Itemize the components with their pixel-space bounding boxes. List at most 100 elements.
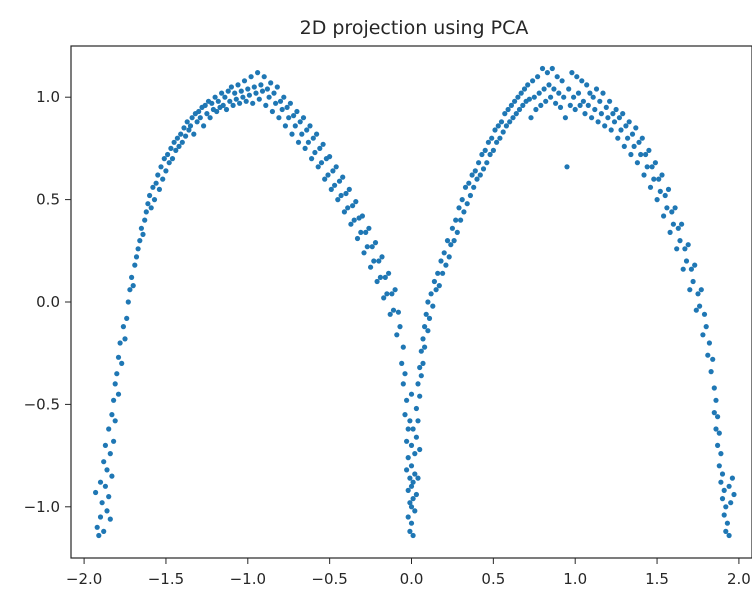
data-point bbox=[682, 246, 688, 252]
data-point bbox=[99, 500, 105, 506]
data-point bbox=[587, 90, 593, 96]
data-point bbox=[340, 174, 346, 180]
data-point bbox=[148, 205, 154, 211]
data-point bbox=[535, 74, 541, 80]
data-point bbox=[263, 102, 269, 108]
data-point bbox=[400, 344, 406, 350]
data-point bbox=[187, 123, 194, 129]
data-point bbox=[569, 70, 575, 76]
data-point bbox=[277, 98, 284, 104]
data-point bbox=[106, 494, 112, 500]
data-point bbox=[467, 192, 473, 199]
data-point bbox=[646, 147, 652, 153]
y-tick-label: −0.5 bbox=[24, 395, 60, 413]
data-point bbox=[675, 225, 681, 231]
data-point bbox=[723, 504, 729, 510]
data-point bbox=[184, 119, 190, 125]
x-tick-label: 2.0 bbox=[727, 570, 751, 588]
data-point bbox=[350, 203, 356, 209]
data-point bbox=[317, 145, 323, 151]
data-point bbox=[487, 151, 493, 158]
data-point bbox=[346, 186, 352, 192]
data-point bbox=[220, 102, 226, 108]
data-point bbox=[407, 418, 413, 424]
data-point bbox=[408, 483, 415, 489]
data-point bbox=[728, 500, 734, 506]
data-point bbox=[574, 74, 580, 80]
data-point bbox=[405, 514, 411, 520]
data-point bbox=[479, 151, 485, 158]
data-point bbox=[718, 479, 724, 485]
data-point bbox=[415, 475, 421, 481]
data-point bbox=[243, 98, 249, 104]
data-point bbox=[672, 205, 678, 211]
data-point bbox=[566, 86, 572, 92]
data-point bbox=[598, 111, 605, 117]
data-point bbox=[415, 381, 421, 387]
data-point bbox=[196, 108, 202, 115]
data-point bbox=[325, 172, 331, 178]
data-point bbox=[543, 98, 549, 104]
data-point bbox=[230, 102, 236, 108]
data-point bbox=[204, 111, 210, 117]
data-point bbox=[266, 94, 272, 100]
data-point bbox=[297, 119, 303, 125]
data-point bbox=[407, 475, 413, 481]
x-tick-label: 1.5 bbox=[645, 570, 669, 588]
data-point bbox=[656, 176, 662, 182]
data-point bbox=[264, 86, 270, 92]
data-point bbox=[271, 90, 277, 96]
data-point bbox=[708, 369, 714, 375]
data-point bbox=[719, 496, 726, 502]
data-point bbox=[495, 123, 501, 129]
data-point bbox=[376, 258, 382, 264]
data-point bbox=[246, 92, 252, 98]
data-point bbox=[372, 240, 379, 246]
data-point bbox=[119, 360, 125, 366]
data-point bbox=[178, 131, 184, 137]
data-point bbox=[209, 100, 215, 106]
data-point bbox=[258, 82, 264, 88]
data-point bbox=[713, 397, 719, 403]
data-point bbox=[456, 205, 462, 211]
data-point bbox=[387, 311, 393, 317]
data-point bbox=[513, 111, 519, 117]
data-point bbox=[291, 113, 297, 119]
data-point bbox=[721, 487, 727, 493]
data-point bbox=[454, 229, 460, 235]
data-point bbox=[158, 164, 164, 170]
data-point bbox=[408, 463, 415, 469]
data-point bbox=[603, 104, 609, 110]
data-point bbox=[399, 360, 405, 366]
data-point bbox=[469, 172, 475, 178]
data-point bbox=[314, 131, 320, 137]
data-point bbox=[125, 299, 131, 305]
data-point bbox=[701, 311, 708, 317]
data-point bbox=[613, 106, 619, 113]
data-point bbox=[726, 532, 732, 539]
data-point bbox=[716, 430, 722, 436]
data-point bbox=[397, 324, 403, 330]
data-point bbox=[111, 438, 117, 444]
y-tick-label: 0.0 bbox=[36, 293, 60, 311]
data-point bbox=[458, 217, 464, 223]
data-point bbox=[683, 258, 690, 264]
data-point bbox=[120, 324, 126, 330]
x-tick-label: 0.0 bbox=[400, 570, 424, 588]
data-point bbox=[390, 307, 397, 313]
data-point bbox=[572, 106, 578, 113]
data-point bbox=[186, 127, 192, 133]
data-point bbox=[718, 451, 724, 457]
data-point bbox=[410, 532, 416, 539]
data-point bbox=[492, 127, 498, 133]
data-point bbox=[466, 180, 472, 186]
data-point bbox=[117, 340, 123, 346]
data-point bbox=[269, 108, 275, 115]
data-point bbox=[168, 145, 174, 151]
data-point bbox=[507, 119, 513, 125]
data-point bbox=[471, 184, 477, 190]
data-point bbox=[153, 180, 159, 186]
data-point bbox=[101, 459, 107, 465]
data-point bbox=[723, 528, 729, 535]
